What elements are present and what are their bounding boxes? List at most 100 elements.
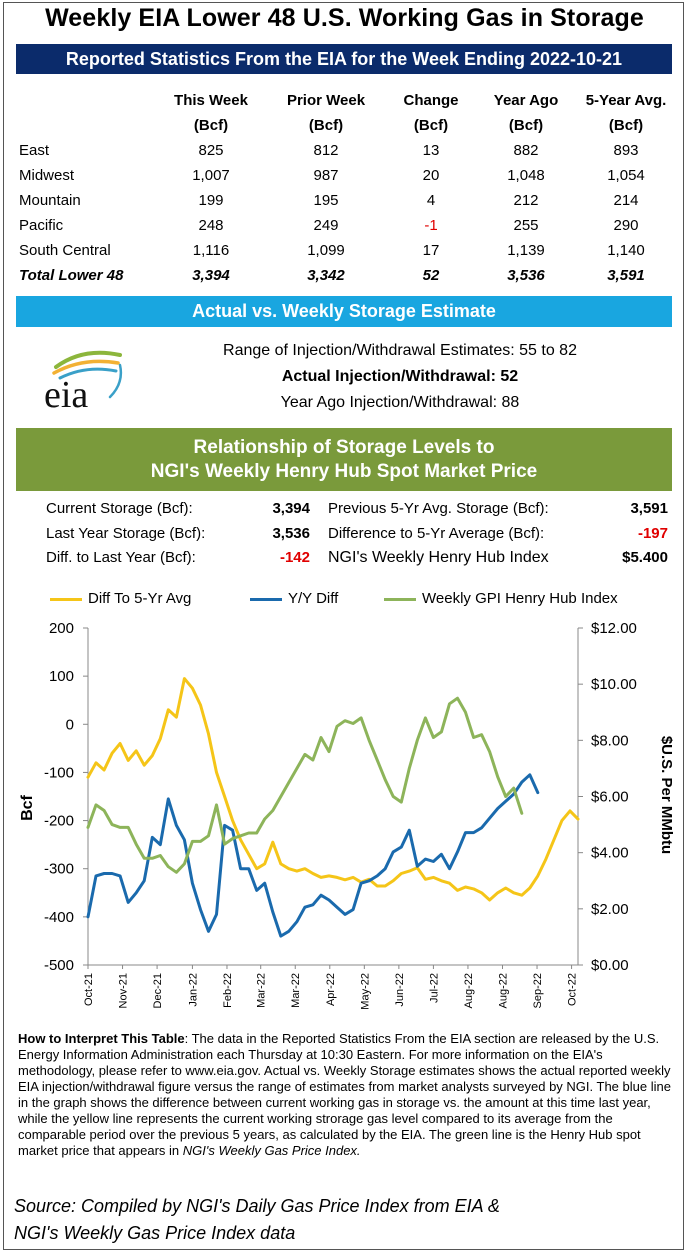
table-cell: 1,007 [192,167,230,184]
region-label: Midwest [19,167,75,184]
table-unit-row: (Bcf) (Bcf) (Bcf) (Bcf) (Bcf) [16,113,676,138]
table-header-row: This Week Prior Week Change Year Ago 5-Y… [16,88,676,113]
right-tick-label: $0.00 [591,957,629,974]
diff-5yr-avg-label: Difference to 5-Yr Average (Bcf): [328,525,545,542]
table-cell: 20 [422,167,440,184]
left-tick-label: -500 [44,957,74,974]
x-axis-ticks: Oct-21 Nov-21 Dec-21 Jan-22 Feb-22 Mar-22 Mar-… [83,965,579,1010]
table-cell: 825 [198,142,224,159]
henry-hub-value: $5.400 [622,549,668,566]
left-tick-label: 0 [66,716,74,733]
column-unit: (Bcf) [193,117,229,134]
table-total-row: Total Lower 48 3,394 3,342 52 3,536 3,59… [16,263,676,288]
right-axis-ticks: $12.00 $10.00 $8.00 $6.00 $4.00 $2.00 $0.00 [578,620,637,974]
right-tick-label: $12.00 [591,620,637,637]
table-cell: 52 [422,267,440,284]
table-cell: 212 [513,192,539,209]
right-axis-title: $U.S. Per MMbtu [658,736,675,854]
table-cell: 248 [198,217,224,234]
right-tick-label: $2.00 [591,901,629,918]
right-tick-label: $4.00 [591,845,629,862]
region-label: Pacific [19,217,64,234]
region-label: East [19,142,50,159]
column-unit: (Bcf) [608,117,644,134]
x-tick-label: Mar-22 [290,973,302,1008]
last-year-storage-label: Last Year Storage (Bcf): [46,525,206,542]
table-cell: 812 [313,142,339,159]
column-header: 5-Year Avg. [585,92,667,109]
column-unit: (Bcf) [413,117,449,134]
table-cell: 249 [313,217,339,234]
relationship-header-line1: Relationship of Storage Levels to [193,437,495,458]
table-cell: 1,139 [507,242,545,259]
prev-5yr-avg-value: 3,591 [630,500,668,517]
left-tick-label: -300 [44,861,74,878]
x-tick-label: Aug-22 [463,973,475,1008]
table-row: Mountain 199 195 4 212 214 [16,188,676,213]
x-tick-label: Aug-22 [497,973,509,1008]
x-tick-label: Oct-21 [83,973,95,1006]
left-tick-label: -100 [44,764,74,781]
table-row: South Central 1,116 1,099 17 1,139 1,140 [16,238,676,263]
legend-label: Y/Y Diff [288,590,339,607]
left-tick-label: -200 [44,813,74,830]
x-tick-label: Feb-22 [222,973,234,1008]
legend-label: Weekly GPI Henry Hub Index [422,590,618,607]
region-label: Total Lower 48 [19,267,124,284]
table-row: Midwest 1,007 987 20 1,048 1,054 [16,163,676,188]
last-year-storage-value: 3,536 [272,525,310,542]
legend-item: Weekly GPI Henry Hub Index [384,590,618,607]
table-cell: 987 [313,167,339,184]
x-tick-label: Sep-22 [532,973,544,1008]
source-credit: Source: Compiled by NGI's Daily Gas Pric… [14,1193,674,1247]
table-cell: 195 [313,192,339,209]
diff-5yr-avg-line [86,677,580,902]
right-tick-label: $6.00 [591,789,629,806]
table-cell: 1,140 [607,242,645,259]
table-cell: 290 [613,217,639,234]
estimate-range: Range of Injection/Withdrawal Estimates:… [223,342,577,359]
chart-legend: Diff To 5-Yr Avg Y/Y Diff Weekly GPI Hen… [0,590,689,610]
table-cell: 893 [613,142,639,159]
source-line: NGI's Weekly Gas Price Index data [14,1223,296,1243]
region-label: South Central [19,242,111,259]
x-tick-label: Jul-22 [428,973,440,1003]
legend-item: Diff To 5-Yr Avg [50,590,191,607]
x-tick-label: Nov-21 [118,973,130,1008]
left-axis-title: Bcf [19,794,36,820]
table-cell: 199 [198,192,224,209]
table-cell: 3,591 [607,267,645,284]
storage-chart: 200 100 0 -100 -200 -300 -400 -500 $12.00 $10.00… [19,620,675,1010]
right-tick-label: $10.00 [591,676,637,693]
table-cell: 1,048 [507,167,545,184]
left-tick-label: -400 [44,909,74,926]
diff-last-year-label: Diff. to Last Year (Bcf): [46,549,196,566]
estimate-header: Actual vs. Weekly Storage Estimate [16,296,672,327]
column-header: Change [403,92,459,109]
eia-logo: eia [44,350,123,415]
x-tick-label: Apr-22 [325,973,337,1006]
x-tick-label: May-22 [359,973,371,1010]
column-header: Prior Week [286,92,366,109]
interpretation-note: How to Interpret This Table: The data in… [18,1031,674,1159]
table-row: East 825 812 13 882 893 [16,138,676,163]
table-cell: 3,536 [507,267,545,284]
eia-logo-text: eia [44,374,88,415]
page-frame [3,2,684,1250]
prev-5yr-avg-label: Previous 5-Yr Avg. Storage (Bcf): [328,500,549,517]
table-cell: 255 [513,217,539,234]
estimate-actual: Actual Injection/Withdrawal: 52 [281,368,519,385]
henry-hub-label: NGI's Weekly Henry Hub Index [328,549,549,566]
chart-series [86,677,580,938]
x-tick-label: Oct-22 [567,973,579,1006]
note-body: : The data in the Reported Statistics Fr… [18,1031,671,1158]
gpi-henry-hub-line [86,696,524,874]
x-tick-label: Jun-22 [394,973,406,1007]
table-cell: 13 [422,142,440,159]
column-header: This Week [174,92,248,109]
table-cell: 1,054 [607,167,645,184]
x-tick-label: Dec-21 [152,973,164,1008]
column-unit: (Bcf) [508,117,544,134]
stats-header: Reported Statistics From the EIA for the… [16,44,672,74]
region-label: Mountain [19,192,81,209]
